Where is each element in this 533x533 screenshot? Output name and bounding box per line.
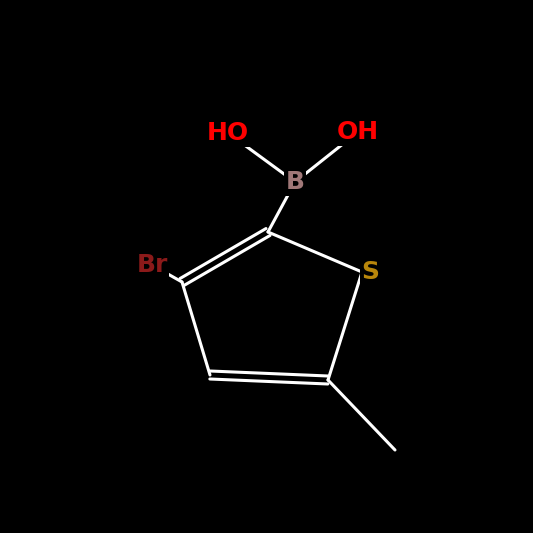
Text: OH: OH xyxy=(337,120,379,144)
Text: S: S xyxy=(361,260,379,284)
Text: Br: Br xyxy=(136,253,168,277)
Text: B: B xyxy=(286,170,304,194)
Text: HO: HO xyxy=(207,121,249,145)
